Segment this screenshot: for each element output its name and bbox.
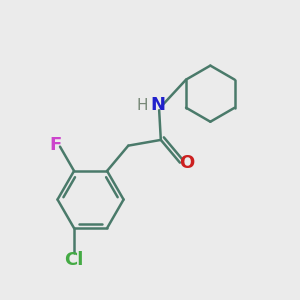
Text: Cl: Cl xyxy=(64,250,84,268)
Text: H: H xyxy=(137,98,148,113)
Text: N: N xyxy=(150,96,165,114)
Text: O: O xyxy=(180,154,195,172)
Text: F: F xyxy=(49,136,61,154)
